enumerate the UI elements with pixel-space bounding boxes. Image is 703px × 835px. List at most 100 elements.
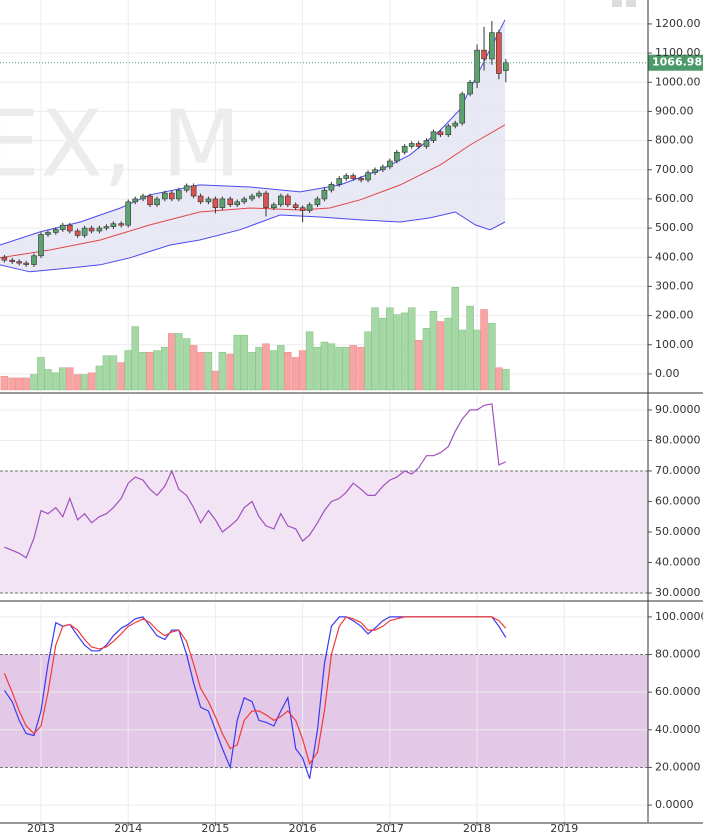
x-tick-label: 2017: [376, 822, 404, 835]
candle-body: [306, 204, 313, 211]
volume-bar: [335, 346, 344, 391]
candle-body: [241, 198, 247, 203]
candle-body: [59, 224, 66, 230]
volume-bar: [379, 317, 387, 391]
indicator-line: [3, 616, 507, 766]
volume-bar: [161, 346, 169, 391]
candle-body: [350, 175, 357, 179]
volume-bar: [284, 352, 292, 391]
volume-bar: [240, 334, 248, 391]
volume-bar: [488, 322, 496, 391]
candle-body: [45, 232, 51, 235]
x-tick-label: 2019: [550, 822, 578, 835]
candle-body: [358, 178, 364, 181]
volume-bar: [80, 374, 89, 391]
volume-bar: [422, 328, 431, 391]
volume-bar: [357, 346, 365, 391]
volume-bar: [175, 333, 183, 391]
candle-body: [387, 160, 393, 168]
y-tick-label: 300.00: [655, 279, 694, 292]
volume-bar: [66, 367, 74, 391]
candle-body: [175, 189, 182, 200]
candle-body: [183, 185, 190, 191]
volume-bar: [196, 352, 205, 391]
candle-body: [437, 131, 444, 136]
x-tick-label: 2013: [27, 822, 55, 835]
candle-body: [401, 146, 408, 153]
volume-bar: [189, 345, 198, 391]
x-tick-label: 2018: [463, 822, 491, 835]
volume-bar: [320, 341, 329, 391]
toolbar-button[interactable]: [626, 0, 636, 7]
y-tick-label: 20.0000: [655, 760, 701, 773]
candle-body: [256, 192, 262, 197]
candle-body: [162, 192, 168, 200]
indicator-line: [0, 19, 506, 246]
candle-body: [263, 192, 269, 208]
y-tick-label: 60.0000: [655, 494, 701, 507]
x-tick-label: 2014: [114, 822, 142, 835]
candle-body: [74, 230, 81, 236]
y-tick-label: 80.0000: [655, 648, 701, 661]
y-tick-label: 90.0000: [655, 403, 701, 416]
candle-body: [154, 198, 160, 206]
candle-body: [249, 195, 255, 200]
candle-body: [234, 201, 241, 206]
volume-bar: [139, 352, 147, 391]
volume-bar: [393, 314, 401, 391]
candle-body: [394, 151, 400, 162]
candle-body: [365, 172, 371, 181]
candle-body: [459, 93, 466, 124]
candle-body: [467, 81, 473, 95]
candle-body: [1, 256, 8, 261]
volume-bar: [495, 367, 503, 391]
volume-bar: [262, 343, 270, 391]
volume-bar: [59, 367, 67, 391]
y-tick-label: 600.00: [655, 192, 694, 205]
candle-body: [9, 259, 16, 262]
volume-bar: [8, 377, 16, 391]
volume-bar: [305, 331, 314, 391]
volume-bar: [102, 355, 111, 391]
candle-body: [474, 49, 480, 83]
candle-body: [227, 198, 234, 206]
y-tick-label: 50.0000: [655, 525, 701, 538]
volume-bar: [400, 312, 409, 391]
candle-body: [147, 195, 153, 206]
candle-body: [503, 62, 509, 71]
indicator-line: [4, 403, 507, 559]
volume-bar: [444, 317, 453, 391]
candle-body: [219, 198, 226, 208]
volume-bar: [386, 307, 394, 391]
candle-body: [452, 122, 459, 127]
y-tick-label: 0.00: [655, 367, 680, 380]
y-tick-label: 1000.00: [655, 75, 701, 88]
x-tick-label: 2016: [289, 822, 317, 835]
volume-bar: [255, 346, 263, 391]
candle-body: [408, 143, 415, 147]
y-tick-label: 100.00: [655, 338, 694, 351]
candle-body: [321, 189, 328, 200]
volume-bar: [146, 352, 154, 391]
volume-bar: [342, 346, 350, 391]
candle-body: [445, 125, 452, 136]
volume-bar: [371, 307, 379, 391]
candle-body: [430, 131, 437, 141]
candle-body: [110, 223, 117, 227]
y-tick-label: 70.0000: [655, 464, 701, 477]
y-tick-label: 1200.00: [655, 17, 701, 30]
last-price-label: 1066.98: [652, 56, 702, 69]
volume-bar: [473, 329, 481, 391]
volume-bar: [277, 345, 285, 391]
y-tick-label: 800.00: [655, 134, 694, 147]
toolbar-button[interactable]: [612, 0, 622, 7]
volume-bar: [131, 326, 139, 391]
y-tick-label: 30.0000: [655, 586, 701, 599]
volume-bar: [15, 377, 23, 391]
candle-body: [81, 227, 88, 236]
volume-bar: [218, 352, 227, 391]
volume-bar: [226, 353, 234, 391]
volume-bar: [204, 352, 213, 391]
candle-body: [103, 226, 110, 229]
